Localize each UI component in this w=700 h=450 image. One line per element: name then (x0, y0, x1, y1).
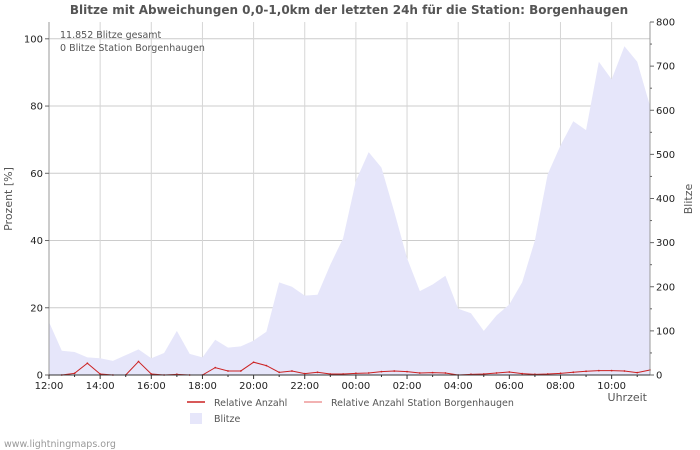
series-point-relative-anzahl-37 (521, 372, 524, 375)
right-tick-label-600: 600 (656, 106, 675, 117)
left-tick-label-80: 80 (30, 102, 43, 113)
left-tick-label-0: 0 (37, 371, 43, 382)
info-total: 11.852 Blitze gesamt (60, 30, 162, 41)
x-tick-label-12-00: 12:00 (35, 381, 64, 392)
legend-item-blitze: Blitze (190, 413, 241, 425)
series-point-relative-anzahl-28 (406, 370, 408, 373)
right-tick-label-700: 700 (656, 62, 675, 73)
legend-label-relative-anzahl-station: Relative Anzahl Station Borgenhaugen (331, 398, 514, 409)
right-tick-label-300: 300 (656, 238, 675, 249)
x-tick-label-00-00: 00:00 (341, 381, 370, 392)
series-point-relative-anzahl-31 (444, 372, 447, 374)
x-tick-label-14-00: 14:00 (86, 381, 115, 392)
series-area-blitze (49, 46, 650, 376)
legend-item-relative-anzahl: Relative Anzahl (187, 398, 287, 409)
left-tick-label-20: 20 (30, 303, 43, 314)
series-point-relative-anzahl-4 (99, 373, 102, 375)
series-point-relative-anzahl-2 (73, 372, 76, 375)
plot-area (48, 22, 651, 376)
y-axis-left-title: Prozent [%] (2, 167, 15, 231)
x-axis-title: Uhrzeit (608, 391, 648, 404)
info-station: 0 Blitze Station Borgenhaugen (60, 43, 205, 54)
series-point-relative-anzahl-39 (546, 373, 549, 375)
left-tick-label-60: 60 (30, 169, 43, 180)
series-point-relative-anzahl-44 (610, 369, 613, 372)
x-tick-label-08-00: 08:00 (546, 381, 575, 392)
series-point-relative-anzahl-19 (291, 370, 293, 372)
x-axis-ticks: 12:00 14:00 16:00 18:00 20:00 22:00 00:00 02:00… (35, 375, 638, 392)
series-point-relative-anzahl-27 (393, 370, 396, 372)
x-tick-label-20-00: 20:00 (239, 381, 268, 392)
right-tick-label-500: 500 (656, 150, 675, 161)
series-point-relative-anzahl-40 (559, 372, 562, 375)
series-point-relative-anzahl-46 (636, 371, 639, 374)
x-tick-label-06-00: 06:00 (495, 381, 524, 392)
series-point-relative-anzahl-23 (342, 373, 345, 375)
y-axis-right-title: Blitze (682, 184, 695, 215)
legend: Relative Anzahl Relative Anzahl Station … (187, 398, 514, 425)
legend-item-relative-anzahl-station: Relative Anzahl Station Borgenhaugen (304, 398, 514, 409)
series-line-relative-anzahl (49, 360, 651, 376)
legend-swatch-blitze (190, 413, 202, 424)
series-point-relative-anzahl-36 (508, 371, 511, 373)
series-point-relative-anzahl-14 (227, 370, 229, 372)
series-point-relative-anzahl-3 (86, 362, 89, 365)
right-tick-label-400: 400 (656, 194, 675, 205)
right-tick-label-0: 0 (656, 371, 662, 382)
x-tick-label-10-00: 10:00 (597, 381, 626, 392)
series-point-relative-anzahl-20 (303, 372, 306, 375)
series-point-relative-anzahl-22 (329, 373, 332, 375)
series-point-relative-anzahl-15 (239, 370, 242, 372)
series-point-relative-anzahl-43 (597, 369, 600, 372)
series-point-relative-anzahl-24 (354, 372, 357, 375)
left-axis-ticks: 0 20 40 60 80 100 (24, 34, 49, 382)
x-tick-label-18-00: 18:00 (188, 381, 217, 392)
x-tick-label-16-00: 16:00 (137, 381, 166, 392)
series-point-relative-anzahl-26 (380, 370, 383, 373)
x-tick-label-04-00: 04:00 (444, 381, 473, 392)
series-point-relative-anzahl-21 (316, 371, 319, 374)
series-point-relative-anzahl-29 (418, 372, 421, 374)
chart-title: Blitze mit Abweichungen 0,0-1,0km der le… (70, 3, 628, 17)
series-point-relative-anzahl-16 (252, 361, 255, 364)
series-point-relative-anzahl-7 (137, 360, 140, 363)
series-point-relative-anzahl-42 (585, 370, 587, 373)
series-point-relative-anzahl-8 (150, 373, 153, 375)
series-point-relative-anzahl-30 (431, 371, 434, 374)
series-point-relative-anzahl-45 (623, 370, 626, 372)
right-tick-label-800: 800 (656, 18, 675, 29)
blitze-area-layer (49, 46, 650, 376)
legend-label-blitze: Blitze (214, 414, 241, 425)
footer-site-link[interactable]: www.lightningmaps.org (4, 439, 116, 450)
series-point-relative-anzahl-25 (367, 372, 370, 374)
legend-label-relative-anzahl: Relative Anzahl (214, 398, 287, 409)
right-tick-label-100: 100 (656, 326, 675, 337)
series-point-relative-anzahl-41 (572, 371, 575, 374)
right-axis-ticks: 0 100 200 300 400 500 600 700 800 (650, 18, 675, 382)
series-point-relative-anzahl-34 (482, 373, 485, 375)
series-point-relative-anzahl-18 (278, 371, 281, 374)
series-point-relative-anzahl-35 (495, 372, 498, 374)
left-tick-label-40: 40 (30, 236, 43, 247)
series-point-relative-anzahl-13 (214, 366, 217, 369)
series-point-relative-anzahl-17 (265, 364, 268, 367)
x-tick-label-02-00: 02:00 (393, 381, 422, 392)
right-tick-label-200: 200 (656, 282, 675, 293)
x-tick-label-22-00: 22:00 (290, 381, 319, 392)
left-tick-label-100: 100 (24, 34, 43, 45)
